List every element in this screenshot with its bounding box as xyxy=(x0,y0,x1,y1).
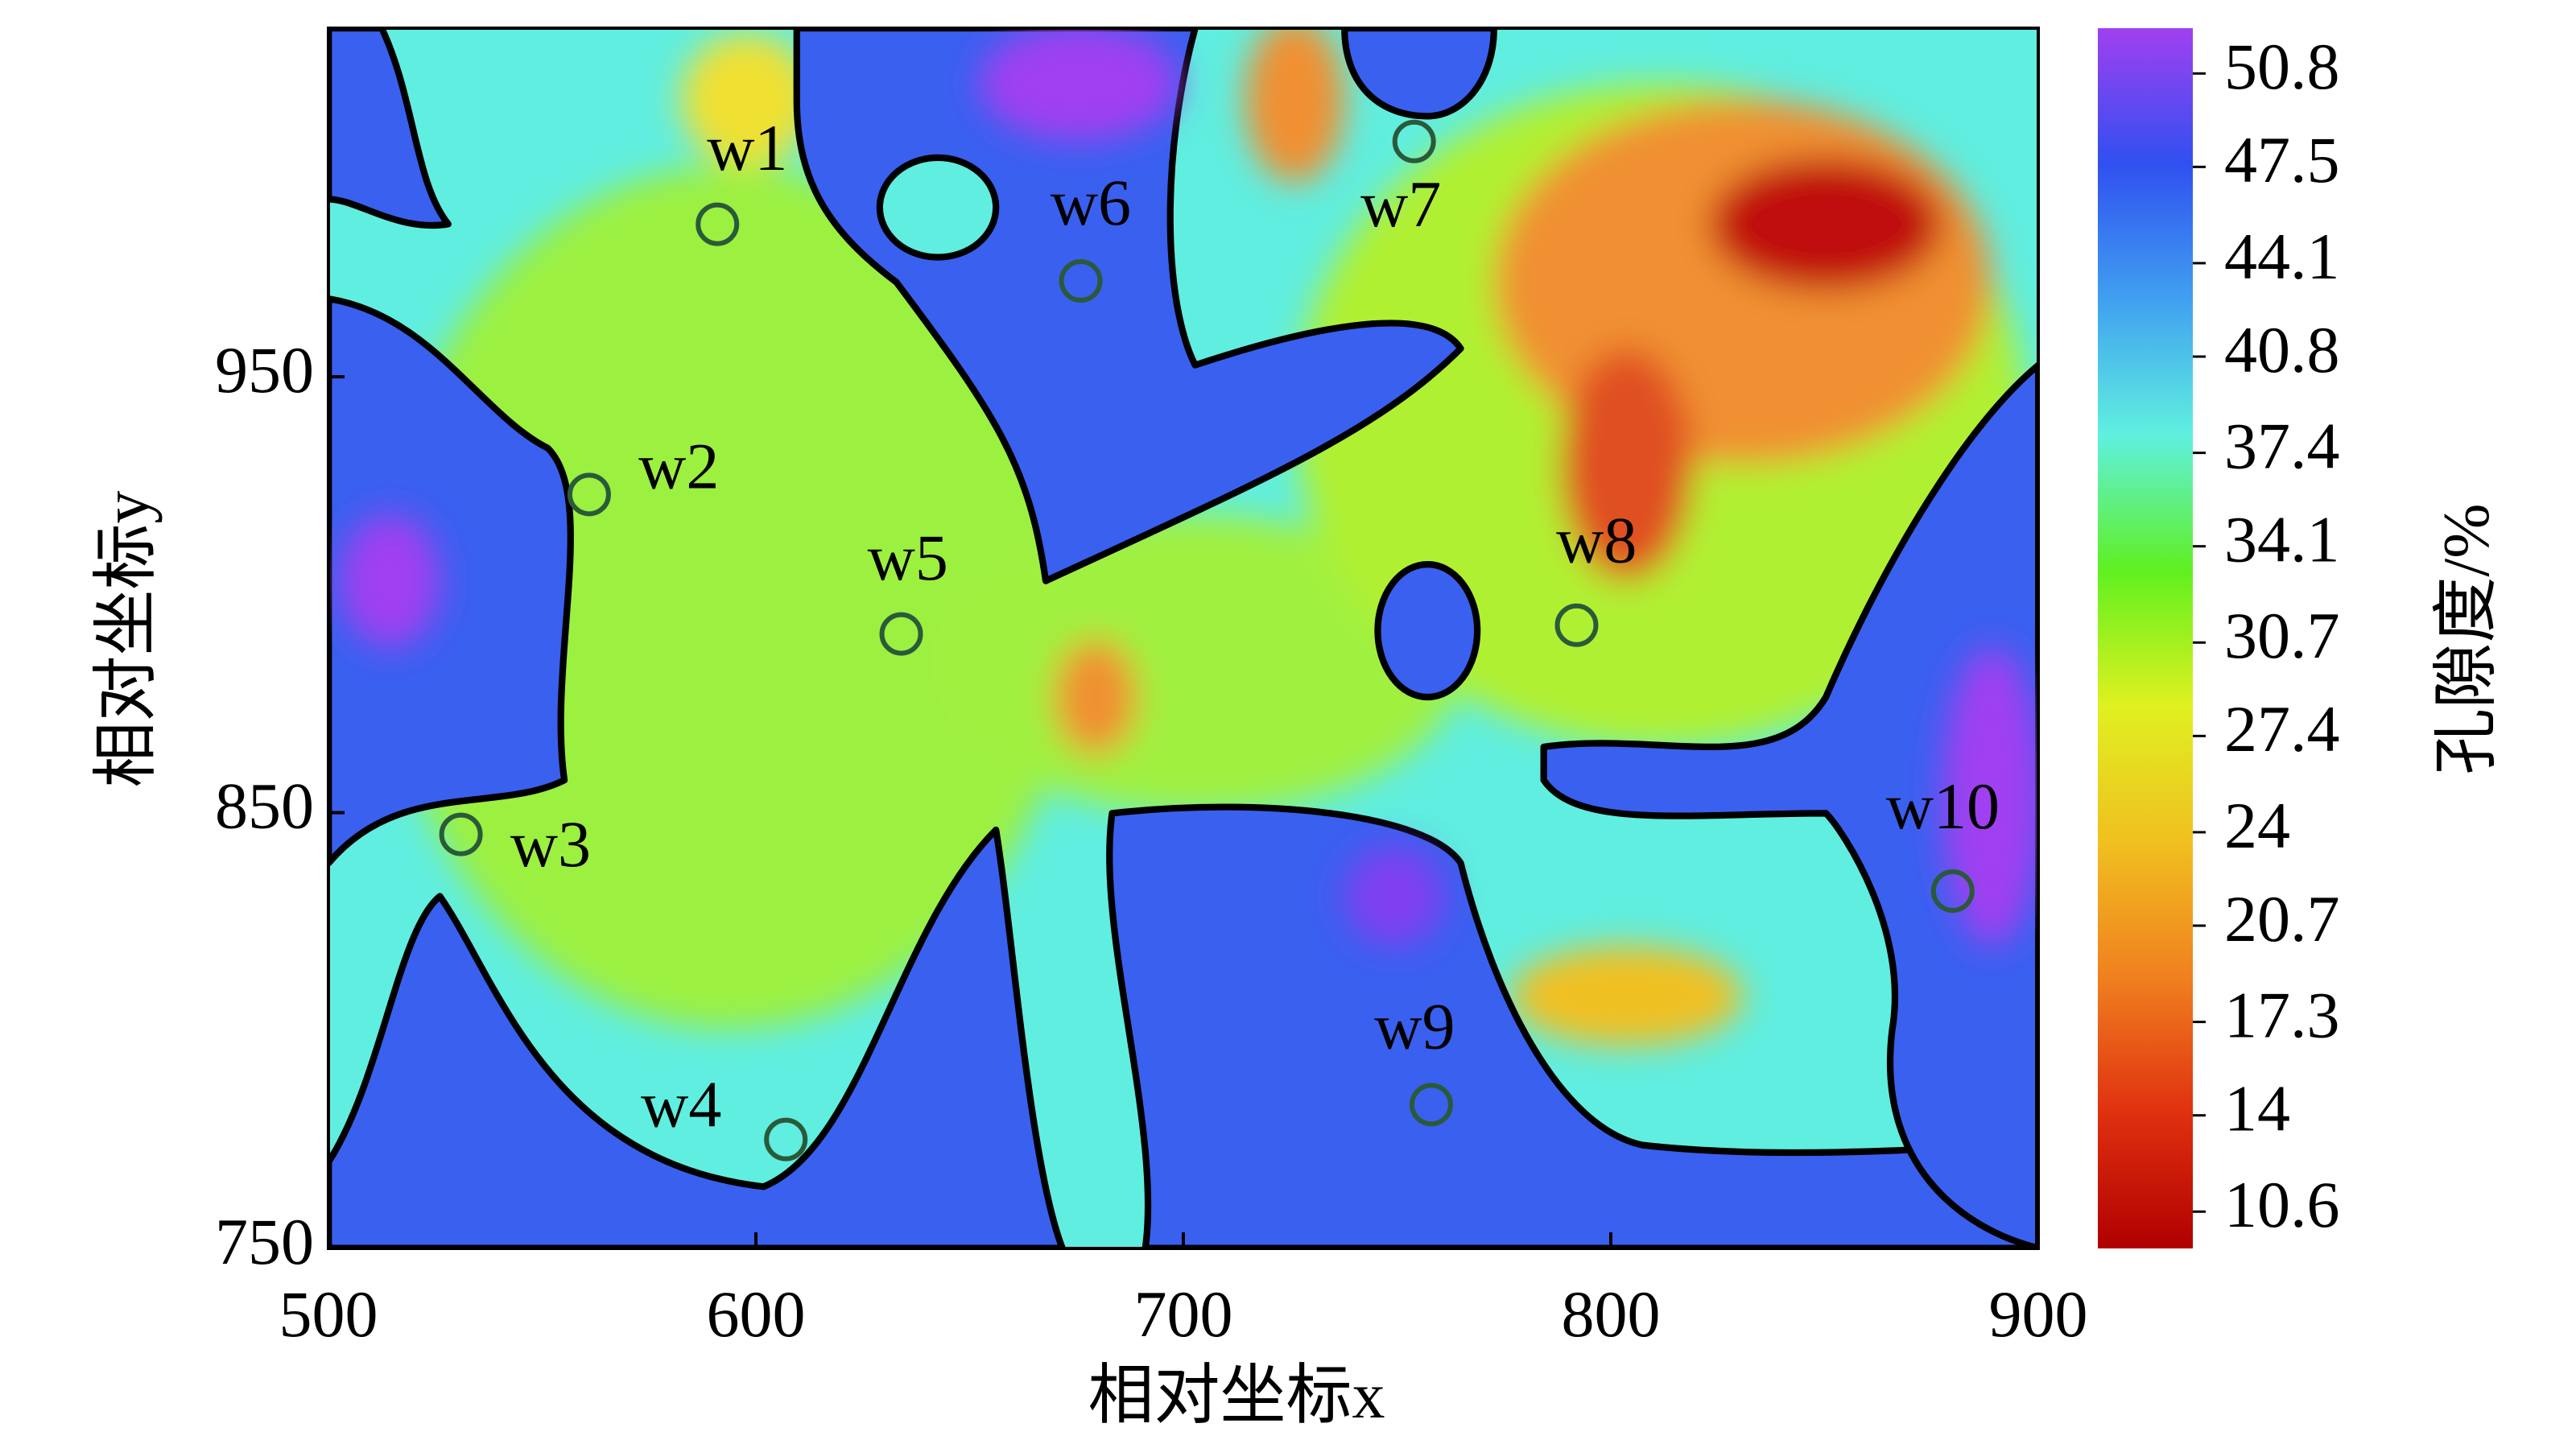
well-marker xyxy=(1392,119,1436,163)
well-label: w3 xyxy=(510,807,591,881)
colorbar xyxy=(2098,28,2193,1248)
porosity-field xyxy=(328,28,2038,1248)
colorbar-tick-label: 27.4 xyxy=(2224,692,2340,765)
well-label: w1 xyxy=(707,111,787,184)
colorbar-tick-label: 17.3 xyxy=(2224,978,2340,1051)
x-tick-label: 600 xyxy=(707,1277,806,1351)
y-tick-label: 850 xyxy=(215,769,314,842)
x-tick-label: 800 xyxy=(1562,1277,1661,1351)
well-marker xyxy=(1930,869,1975,914)
colorbar-tick-label: 20.7 xyxy=(2224,882,2340,955)
well-label: w7 xyxy=(1360,167,1441,241)
well-label: w4 xyxy=(641,1067,721,1141)
colorbar-tick-label: 40.8 xyxy=(2224,313,2340,386)
well-label: w5 xyxy=(868,521,948,594)
colorbar-tick-label: 34.1 xyxy=(2224,502,2340,576)
well-marker xyxy=(1554,603,1599,647)
colorbar-tick-label: 37.4 xyxy=(2224,409,2340,482)
well-marker xyxy=(567,472,611,517)
well-marker xyxy=(764,1117,808,1161)
y-axis-label: 相对坐标y xyxy=(89,490,163,787)
well-marker xyxy=(1059,259,1103,303)
x-tick-label: 900 xyxy=(1989,1277,2088,1351)
well-marker xyxy=(1409,1083,1453,1127)
x-tick-label: 700 xyxy=(1134,1277,1233,1351)
well-marker xyxy=(696,202,740,246)
well-label: w9 xyxy=(1374,989,1455,1062)
well-marker xyxy=(439,812,483,856)
colorbar-tick-label: 50.8 xyxy=(2224,30,2340,103)
well-label: w6 xyxy=(1051,166,1131,239)
colorbar-tick-label: 24 xyxy=(2224,789,2290,862)
colorbar-tick-label: 44.1 xyxy=(2224,220,2340,293)
well-label: w8 xyxy=(1556,504,1637,577)
colorbar-label: 孔隙度/% xyxy=(2429,503,2503,774)
colorbar-tick-label: 47.5 xyxy=(2224,123,2340,196)
well-label: w2 xyxy=(638,429,719,502)
y-tick-label: 750 xyxy=(215,1205,314,1278)
x-axis-label: 相对坐标x xyxy=(1088,1359,1385,1432)
x-tick-label: 500 xyxy=(279,1277,378,1351)
colorbar-tick-label: 10.6 xyxy=(2224,1168,2340,1241)
well-label: w10 xyxy=(1886,770,2000,843)
colorbar-tick-label: 14 xyxy=(2224,1071,2290,1145)
colorbar-tick-label: 30.7 xyxy=(2224,599,2340,672)
well-marker xyxy=(879,612,923,656)
y-tick-label: 950 xyxy=(215,333,314,406)
